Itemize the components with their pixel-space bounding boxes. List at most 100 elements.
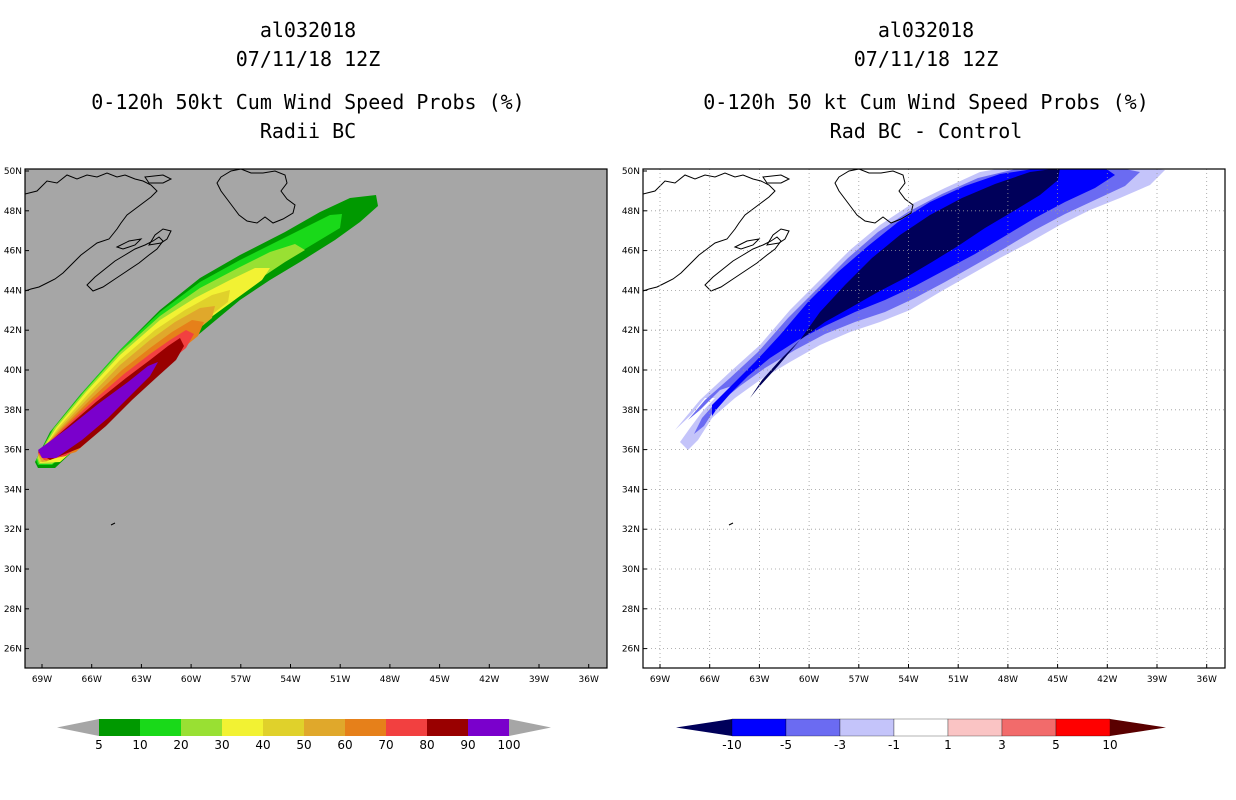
colorbar-label--5: -5: [780, 738, 792, 752]
colorbar-label-10: 10: [132, 738, 147, 752]
lon-label-42W: 42W: [1097, 675, 1117, 685]
colorbar-box-3: [222, 719, 263, 736]
lon-label-45W: 45W: [1047, 675, 1067, 685]
left-map-panel: 50N48N46N44N42N40N38N36N34N32N30N28N26N …: [4, 167, 608, 685]
left-product-title: 0-120h 50kt Cum Wind Speed Probs (%): [91, 90, 525, 114]
lon-label-66W: 66W: [82, 675, 102, 685]
lat-label-42N: 42N: [622, 326, 640, 336]
lat-label-42N: 42N: [4, 326, 22, 336]
colorbar-box-5: [304, 719, 345, 736]
lat-label-44N: 44N: [622, 286, 640, 296]
right-difference-field: [643, 169, 1165, 526]
diff-deep: [742, 169, 1060, 408]
lon-label-48W: 48W: [380, 675, 400, 685]
lat-label-28N: 28N: [4, 605, 22, 615]
colorbar-label-70: 70: [378, 738, 393, 752]
colorbar-label-1: 1: [944, 738, 952, 752]
colorbar-label-20: 20: [173, 738, 188, 752]
colorbar-box-2: [181, 719, 222, 736]
lon-label-36W: 36W: [1197, 675, 1217, 685]
lon-label-36W: 36W: [579, 675, 599, 685]
colorbar-right-arrow: [1110, 719, 1166, 736]
colorbar-label-3: 3: [998, 738, 1006, 752]
colorbar-label-90: 90: [460, 738, 475, 752]
colorbar-box-0: [99, 719, 140, 736]
left-lon-labels: 69W 66W 63W 60W 57W 54W 51W 48W 45W 42W 39W 36W: [32, 664, 599, 685]
colorbar-label-80: 80: [419, 738, 434, 752]
lon-label-54W: 54W: [898, 675, 918, 685]
lat-label-48N: 48N: [4, 207, 22, 217]
colorbar-label-5: 5: [1052, 738, 1060, 752]
lon-label-51W: 51W: [948, 675, 968, 685]
lat-label-48N: 48N: [622, 207, 640, 217]
plume-100: [40, 378, 138, 456]
lat-label-36N: 36N: [622, 446, 640, 456]
lat-label-38N: 38N: [4, 406, 22, 416]
left-date: 07/11/18 12Z: [235, 47, 381, 71]
lon-label-39W: 39W: [529, 675, 549, 685]
lat-label-26N: 26N: [4, 645, 22, 655]
left-storm-id: al032018: [259, 18, 357, 42]
diff-strong: [712, 169, 1115, 416]
lat-label-40N: 40N: [622, 366, 640, 376]
right-lon-labels: 69W 66W 63W 60W 57W 54W 51W 48W 45W 42W 39W 36W: [650, 664, 1217, 685]
lon-label-45W: 45W: [429, 675, 449, 685]
lon-label-63W: 63W: [749, 675, 769, 685]
left-probability-plume: [25, 169, 378, 526]
right-colorbar: -10 -5 -3 -1 1 3 5 10: [676, 718, 1166, 752]
lat-label-36N: 36N: [4, 446, 22, 456]
colorbar-label-40: 40: [255, 738, 270, 752]
lat-label-44N: 44N: [4, 286, 22, 296]
colorbar-box-4: [263, 719, 304, 736]
colorbar-label-60: 60: [337, 738, 352, 752]
lon-label-63W: 63W: [131, 675, 151, 685]
left-lat-labels: 50N 48N 46N 44N 42N 40N 38N 36N 34N 32N 30N 28N 26N: [4, 167, 29, 655]
colorbar-label--10: -10: [722, 738, 742, 752]
lon-label-39W: 39W: [1147, 675, 1167, 685]
left-colorbar: 5 10 20 30 40 50 60 70 80 90 100: [57, 719, 551, 752]
colorbar-box-4: [893, 718, 949, 737]
right-product-title: 0-120h 50 kt Cum Wind Speed Probs (%): [703, 90, 1149, 114]
colorbar-box-6: [1001, 718, 1057, 737]
colorbar-label-50: 50: [296, 738, 311, 752]
lat-label-32N: 32N: [4, 525, 22, 535]
right-map-panel: 50N48N46N44N42N40N38N36N34N32N30N28N26N …: [622, 167, 1226, 685]
colorbar-label-10: 10: [1102, 738, 1117, 752]
lat-label-34N: 34N: [622, 485, 640, 495]
lon-label-66W: 66W: [700, 675, 720, 685]
colorbar-left-arrow: [57, 719, 99, 736]
lat-label-46N: 46N: [622, 247, 640, 257]
lat-label-34N: 34N: [4, 485, 22, 495]
colorbar-box-7: [1055, 718, 1111, 737]
right-map-frame: [642, 168, 1226, 669]
colorbar-left-arrow: [676, 719, 732, 736]
left-map-frame: [24, 168, 608, 669]
right-lat-labels: 50N 48N 46N 44N 42N 40N 38N 36N 34N 32N 30N 28N 26N: [622, 167, 647, 655]
colorbar-box-3: [839, 718, 895, 737]
lat-label-50N: 50N: [622, 167, 640, 177]
right-date: 07/11/18 12Z: [853, 47, 999, 71]
lon-label-69W: 69W: [650, 675, 670, 685]
lat-label-30N: 30N: [622, 565, 640, 575]
colorbar-label--1: -1: [888, 738, 900, 752]
lat-label-50N: 50N: [4, 167, 22, 177]
lon-label-51W: 51W: [330, 675, 350, 685]
lon-label-57W: 57W: [231, 675, 251, 685]
lon-label-54W: 54W: [280, 675, 300, 685]
colorbar-box-6: [345, 719, 386, 736]
lon-label-69W: 69W: [32, 675, 52, 685]
colorbar-label-5: 5: [95, 738, 103, 752]
right-gridlines: [643, 169, 1225, 668]
colorbar-right-arrow: [509, 719, 551, 736]
lat-label-30N: 30N: [4, 565, 22, 575]
colorbar-label--3: -3: [834, 738, 846, 752]
colorbar-box-2: [785, 718, 841, 737]
colorbar-box-7: [386, 719, 427, 736]
left-title-block: al032018 07/11/18 12Z 0-120h 50kt Cum Wi…: [48, 16, 568, 146]
right-title-block: al032018 07/11/18 12Z 0-120h 50 kt Cum W…: [666, 16, 1186, 146]
colorbar-label-30: 30: [214, 738, 229, 752]
lon-label-57W: 57W: [849, 675, 869, 685]
right-subtitle: Rad BC - Control: [829, 119, 1023, 143]
left-subtitle: Radii BC: [259, 119, 357, 143]
